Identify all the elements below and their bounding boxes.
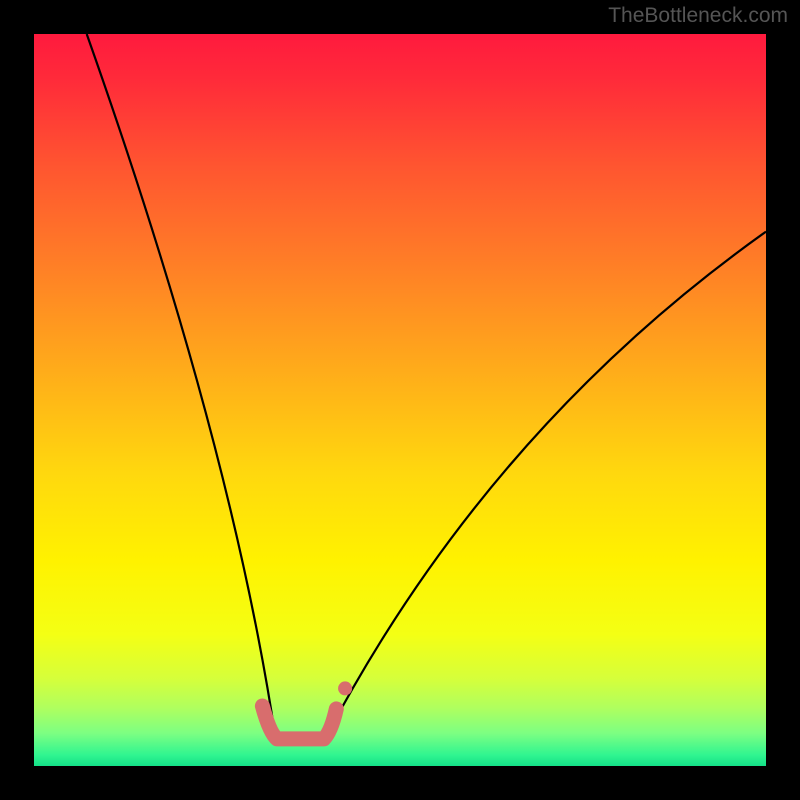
plot-background-gradient: [34, 34, 766, 766]
watermark-text: TheBottleneck.com: [608, 4, 788, 28]
bottleneck-chart: [0, 0, 800, 800]
trough-highlight-dot: [338, 681, 352, 695]
